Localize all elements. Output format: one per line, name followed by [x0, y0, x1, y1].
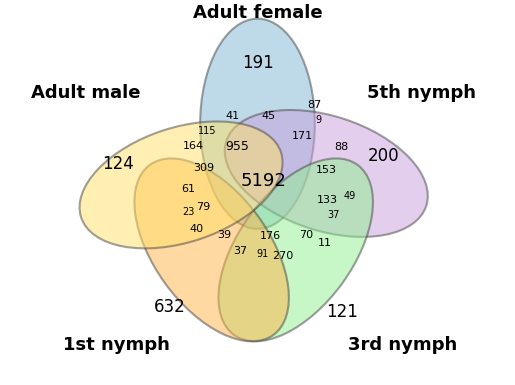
Text: 41: 41 — [226, 111, 239, 121]
Text: 9: 9 — [316, 115, 322, 125]
Text: 176: 176 — [260, 231, 281, 241]
Ellipse shape — [200, 19, 315, 229]
Text: 37: 37 — [328, 211, 340, 221]
Text: 632: 632 — [154, 298, 185, 316]
Ellipse shape — [225, 110, 428, 237]
Text: 11: 11 — [317, 238, 331, 248]
Text: Adult female: Adult female — [193, 4, 322, 22]
Text: 3rd nymph: 3rd nymph — [348, 336, 457, 355]
Text: 309: 309 — [194, 163, 215, 173]
Text: 164: 164 — [183, 141, 204, 151]
Text: 955: 955 — [226, 140, 250, 153]
Ellipse shape — [134, 158, 289, 341]
Text: 5192: 5192 — [241, 172, 287, 190]
Text: 79: 79 — [196, 202, 210, 212]
Text: 45: 45 — [262, 111, 276, 121]
Text: 88: 88 — [334, 142, 349, 152]
Ellipse shape — [218, 158, 373, 341]
Text: 61: 61 — [181, 184, 195, 194]
Text: 153: 153 — [316, 165, 337, 175]
Text: 91: 91 — [256, 249, 269, 259]
Text: 115: 115 — [198, 126, 216, 136]
Ellipse shape — [80, 121, 283, 248]
Text: 49: 49 — [344, 191, 356, 201]
Text: 133: 133 — [317, 195, 337, 205]
Text: 70: 70 — [299, 229, 314, 239]
Text: 270: 270 — [272, 251, 293, 261]
Text: 191: 191 — [242, 54, 273, 72]
Text: 87: 87 — [307, 100, 322, 110]
Text: 37: 37 — [233, 246, 247, 256]
Text: 1st nymph: 1st nymph — [63, 336, 169, 355]
Text: 171: 171 — [292, 131, 313, 141]
Text: 5th nymph: 5th nymph — [367, 84, 476, 102]
Text: 39: 39 — [217, 230, 231, 240]
Text: 121: 121 — [325, 303, 357, 321]
Text: 200: 200 — [368, 147, 400, 165]
Text: 23: 23 — [182, 208, 194, 218]
Text: Adult male: Adult male — [31, 84, 140, 102]
Text: 40: 40 — [190, 224, 203, 234]
Text: 124: 124 — [102, 155, 134, 173]
